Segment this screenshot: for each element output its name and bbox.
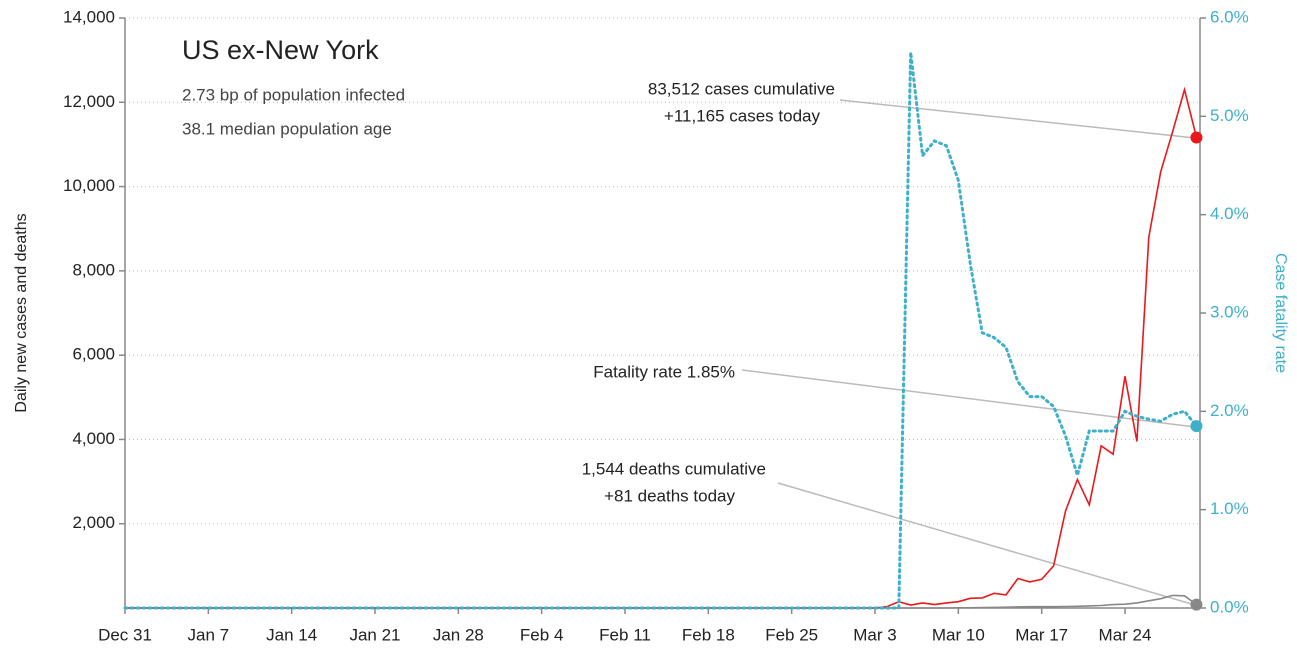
- y2-axis-label: Case fatality rate: [1272, 253, 1289, 373]
- annotation: 1,544 deaths cumulative: [582, 459, 766, 478]
- x-tick-label: Dec 31: [98, 625, 152, 644]
- x-tick-label: Mar 10: [932, 625, 985, 644]
- y-tick-label: 2,000: [72, 513, 115, 532]
- x-tick-label: Jan 7: [188, 625, 230, 644]
- annotation: 83,512 cases cumulative: [648, 79, 835, 98]
- y2-tick-label: 4.0%: [1210, 204, 1249, 223]
- annotation: 2.73 bp of population infected: [182, 85, 405, 104]
- end-marker: [1190, 420, 1203, 433]
- x-tick-label: Jan 28: [433, 625, 484, 644]
- x-tick-label: Feb 4: [520, 625, 563, 644]
- y-tick-label: 12,000: [63, 92, 115, 111]
- x-tick-label: Feb 25: [765, 625, 818, 644]
- y2-tick-label: 0.0%: [1210, 597, 1249, 616]
- series-line: [123, 52, 1198, 610]
- y-axis-label: Daily new cases and deaths: [13, 213, 30, 412]
- x-tick-label: Feb 18: [682, 625, 735, 644]
- series-line: [124, 594, 1198, 609]
- y-tick-label: 10,000: [63, 176, 115, 195]
- y2-tick-label: 5.0%: [1210, 106, 1249, 125]
- y2-tick-label: 3.0%: [1210, 302, 1249, 321]
- x-tick-label: Mar 17: [1015, 625, 1068, 644]
- y-tick-label: 4,000: [72, 429, 115, 448]
- annotation: 38.1 median population age: [182, 119, 392, 138]
- x-tick-label: Mar 3: [853, 625, 896, 644]
- y2-tick-label: 1.0%: [1210, 499, 1249, 518]
- x-tick-label: Mar 24: [1099, 625, 1152, 644]
- y-tick-label: 8,000: [72, 260, 115, 279]
- y2-tick-label: 2.0%: [1210, 401, 1249, 420]
- y-tick-label: 14,000: [63, 7, 115, 26]
- x-tick-label: Jan 14: [266, 625, 317, 644]
- annotation: +81 deaths today: [604, 486, 735, 505]
- leader-line: [777, 482, 1196, 606]
- y2-tick-label: 6.0%: [1210, 7, 1249, 26]
- chart-title: US ex-New York: [182, 35, 379, 65]
- leader-line: [741, 369, 1196, 428]
- leader-line: [839, 99, 1196, 139]
- annotation: Fatality rate 1.85%: [593, 362, 735, 381]
- x-tick-label: Jan 21: [349, 625, 400, 644]
- y-tick-label: 6,000: [72, 345, 115, 364]
- series-line: [124, 86, 1198, 609]
- end-marker: [1190, 131, 1203, 144]
- end-marker: [1190, 598, 1203, 611]
- annotation: +11,165 cases today: [664, 106, 821, 125]
- x-tick-label: Feb 11: [599, 625, 651, 644]
